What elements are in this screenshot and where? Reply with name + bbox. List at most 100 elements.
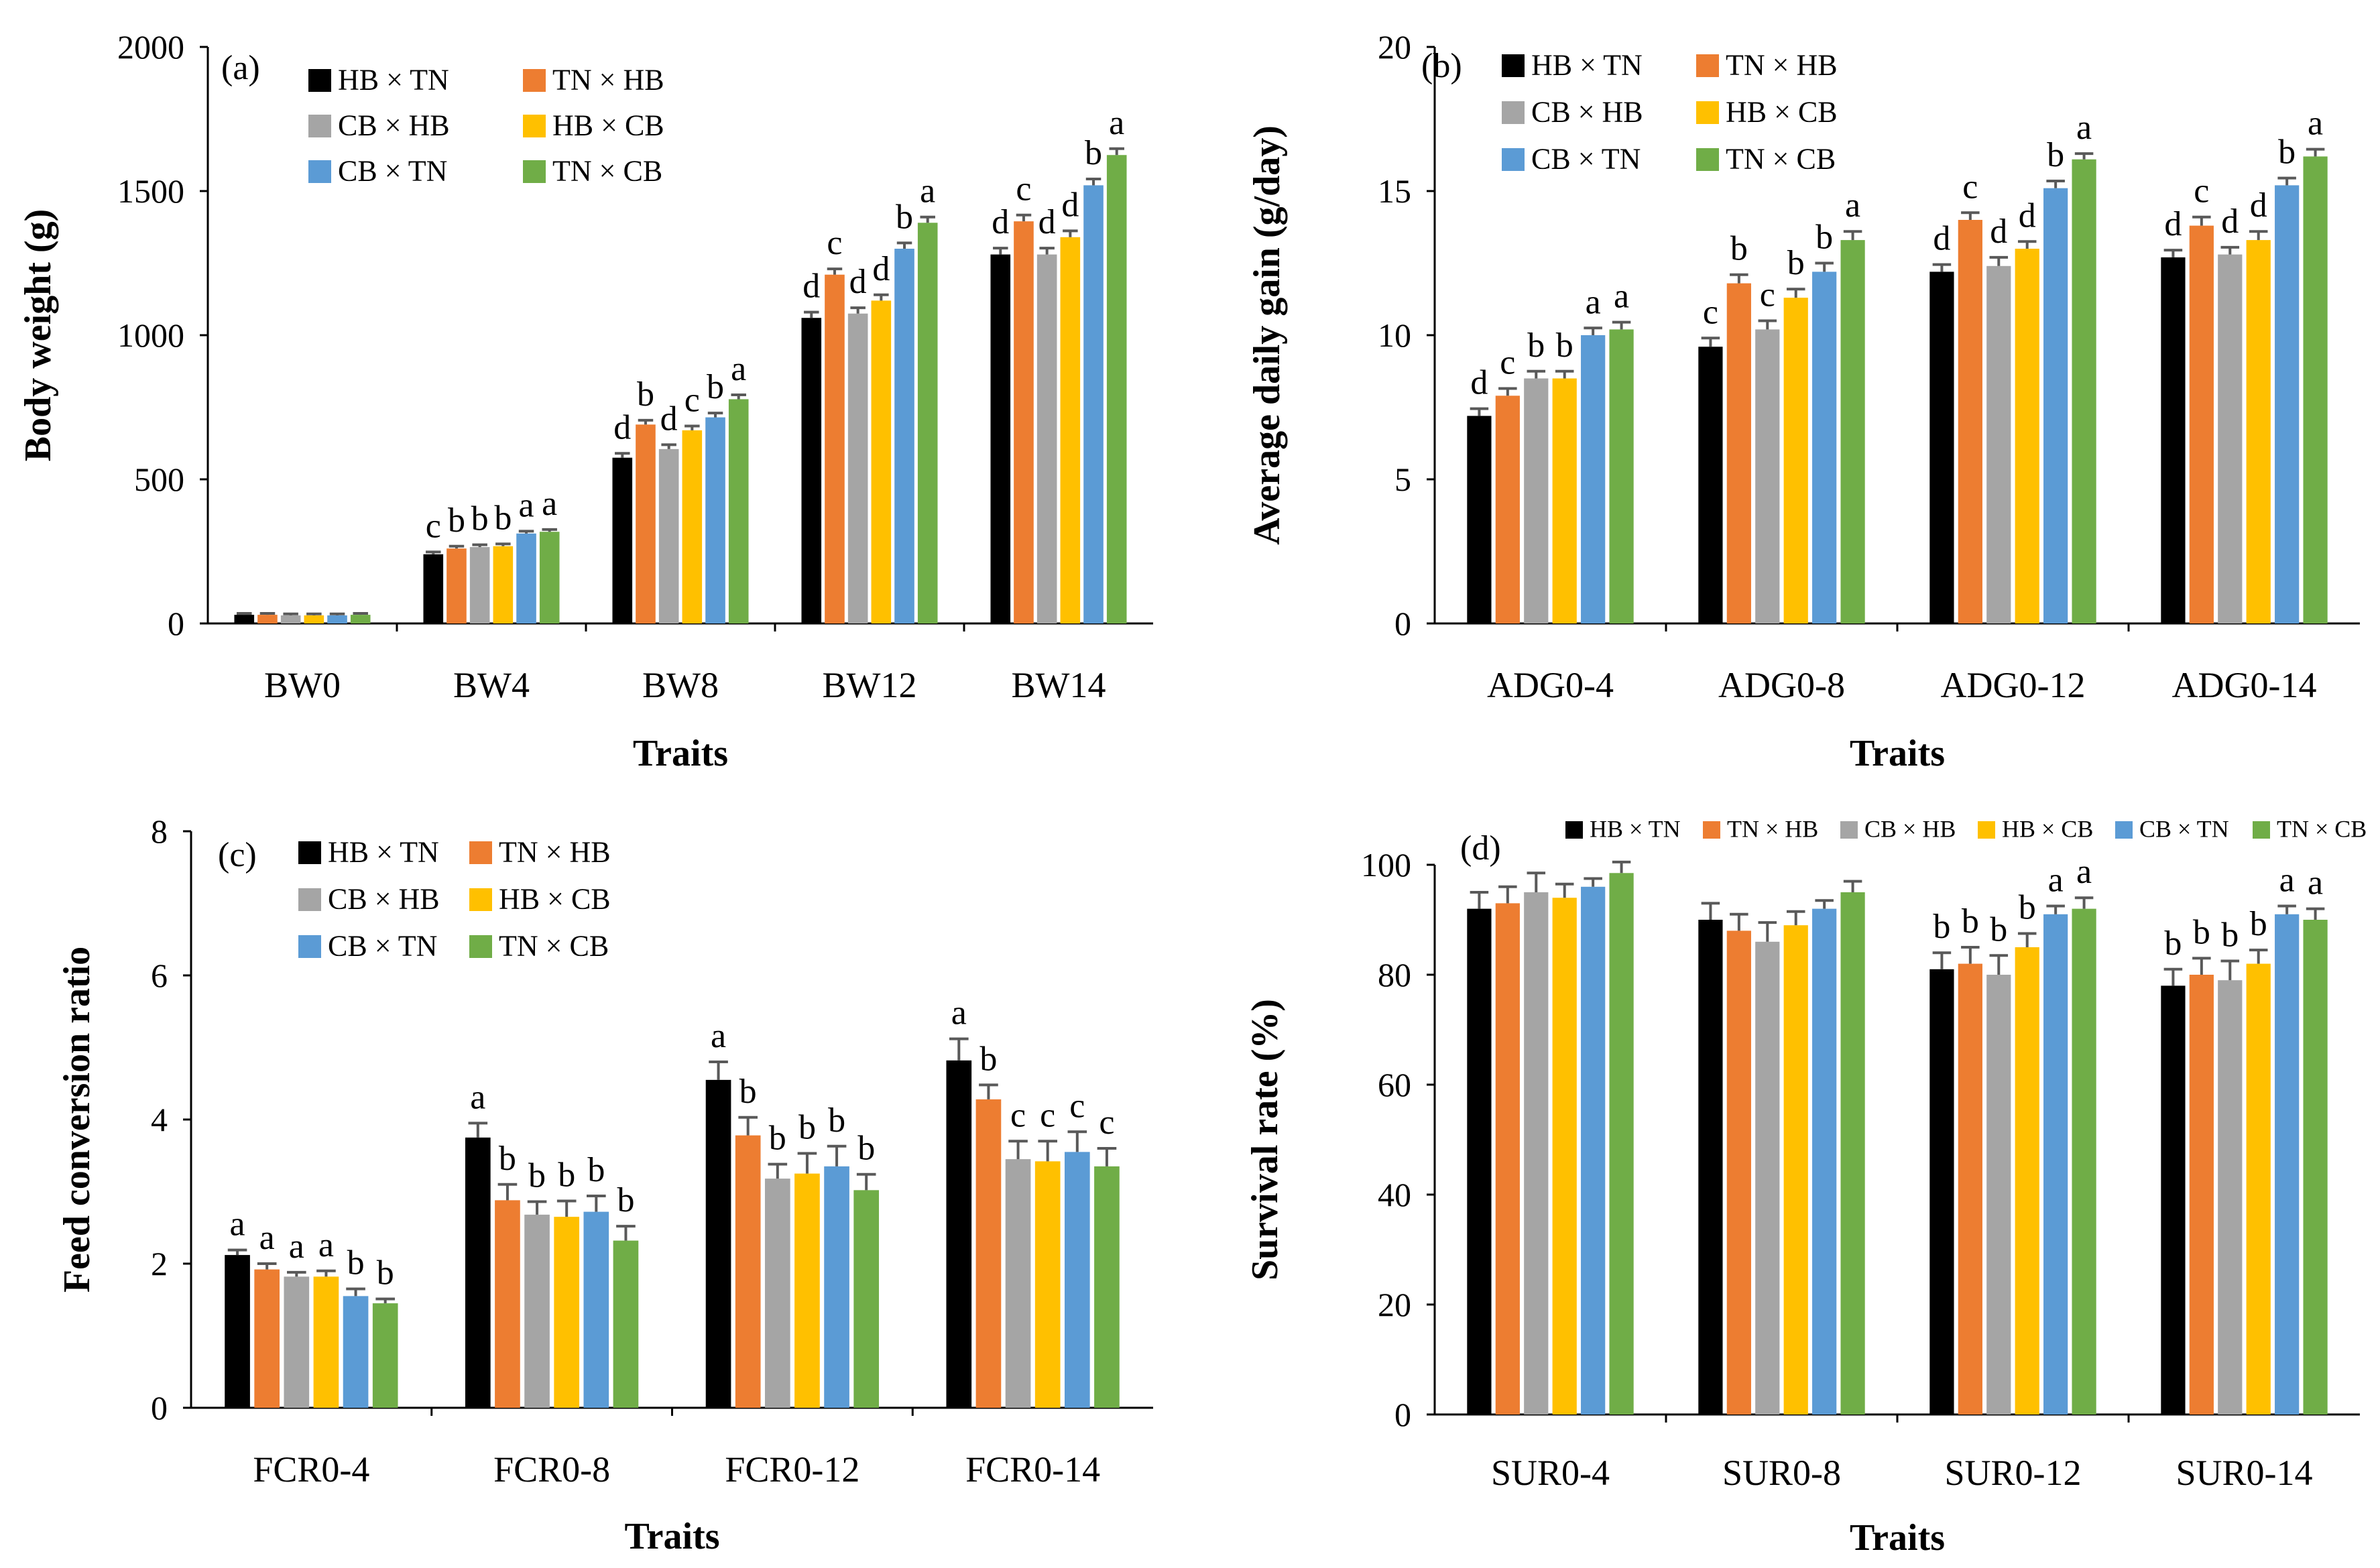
legend-label: HB × CB — [1726, 96, 1838, 129]
bar — [343, 1296, 369, 1408]
legend-swatch — [308, 69, 331, 92]
significance-label: b — [1085, 134, 1102, 172]
bar — [1064, 1152, 1090, 1408]
category-label: BW14 — [1012, 665, 1106, 705]
bar — [447, 548, 467, 623]
significance-label: b — [1933, 908, 1950, 946]
significance-label: a — [2076, 109, 2092, 147]
significance-label: d — [2250, 186, 2267, 225]
bar — [1840, 892, 1865, 1414]
y-tick-label: 2 — [151, 1245, 168, 1282]
bar — [2303, 156, 2328, 623]
category-label: ADG0-4 — [1487, 665, 1614, 705]
y-tick-label: 500 — [134, 461, 184, 498]
y-tick-label: 100 — [1361, 846, 1411, 884]
significance-label: d — [1470, 364, 1488, 402]
bar — [1060, 237, 1081, 623]
legend-label: TN × CB — [552, 155, 662, 188]
bar — [1036, 254, 1057, 624]
bar — [284, 1276, 310, 1408]
significance-label: a — [2279, 861, 2295, 900]
category-label: BW4 — [453, 665, 530, 705]
y-tick-label: 5 — [1394, 461, 1411, 498]
category-label: SUR0-8 — [1722, 1453, 1841, 1493]
significance-label: b — [1990, 910, 2007, 949]
significance-label: b — [448, 501, 465, 540]
bar — [871, 300, 892, 623]
bar — [2246, 240, 2271, 624]
legend-label: TN × HB — [1727, 815, 1818, 842]
significance-label: d — [2164, 205, 2182, 243]
category-label: SUR0-12 — [1944, 1453, 2081, 1493]
legend-swatch — [469, 888, 492, 911]
significance-label: b — [377, 1254, 394, 1292]
significance-label: b — [1787, 244, 1805, 282]
bar — [327, 615, 347, 623]
bar — [1726, 930, 1751, 1414]
legend-label: CB × HB — [1864, 815, 1956, 842]
legend-swatch — [308, 160, 331, 183]
y-tick-label: 15 — [1378, 172, 1411, 210]
significance-label: d — [660, 400, 678, 438]
bar — [1812, 908, 1837, 1414]
y-tick-label: 0 — [151, 1389, 168, 1427]
legend-swatch — [469, 841, 492, 864]
bar — [2218, 254, 2243, 624]
y-axis-title: Body weight (g) — [17, 209, 59, 461]
bar — [1698, 347, 1723, 623]
bar — [682, 430, 703, 623]
category-label: BW12 — [823, 665, 917, 705]
bar — [705, 1079, 731, 1408]
y-tick-label: 80 — [1378, 956, 1411, 993]
bar — [524, 1214, 550, 1408]
legend-swatch — [2115, 821, 2133, 839]
bar — [1106, 155, 1127, 623]
bar — [1495, 396, 1520, 623]
y-tick-label: 0 — [1394, 605, 1411, 642]
y-tick-label: 1500 — [117, 172, 184, 210]
bar — [350, 615, 371, 623]
bar — [853, 1190, 880, 1408]
significance-label: a — [951, 994, 967, 1032]
category-label: FCR0-12 — [725, 1449, 859, 1490]
category-label: ADG0-12 — [1941, 665, 2086, 705]
significance-label: c — [1500, 344, 1515, 382]
legend-label: TN × HB — [1726, 49, 1838, 82]
bar — [1609, 329, 1634, 623]
legend-swatch — [298, 888, 321, 911]
bar — [2043, 188, 2068, 623]
bar — [539, 532, 560, 623]
y-tick-label: 0 — [168, 605, 184, 642]
bar — [495, 1200, 520, 1408]
bar — [1755, 941, 1780, 1414]
significance-label: a — [920, 172, 935, 210]
legend-label: CB × HB — [328, 883, 440, 916]
y-tick-label: 4 — [151, 1101, 168, 1138]
legend-swatch — [523, 160, 546, 183]
significance-label: b — [637, 375, 654, 414]
bar — [1581, 886, 1606, 1414]
bar — [1552, 898, 1577, 1414]
bar — [372, 1303, 398, 1408]
bar — [825, 274, 845, 623]
significance-label: c — [1040, 1096, 1055, 1134]
bar — [612, 457, 633, 623]
bar — [1552, 378, 1577, 623]
y-tick-label: 20 — [1378, 28, 1411, 66]
significance-label: d — [1038, 203, 1056, 241]
significance-label: a — [2076, 853, 2092, 891]
bar — [1929, 969, 1954, 1414]
significance-label: c — [685, 381, 700, 419]
bar — [824, 1166, 849, 1408]
category-label: ADG0-14 — [2172, 665, 2317, 705]
bar — [705, 417, 725, 623]
significance-label: b — [499, 1140, 516, 1178]
bar — [990, 254, 1011, 624]
bar — [2072, 159, 2096, 623]
significance-label: c — [1016, 170, 1031, 208]
bar — [1755, 329, 1780, 623]
significance-label: b — [707, 368, 724, 406]
bar — [1783, 298, 1808, 623]
bar — [1783, 925, 1808, 1414]
legend-label: HB × TN — [338, 64, 449, 97]
